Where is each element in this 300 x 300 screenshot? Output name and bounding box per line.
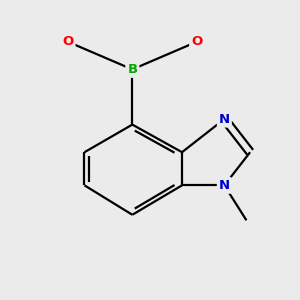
Text: B: B (127, 63, 137, 76)
Text: O: O (191, 35, 202, 48)
Text: O: O (62, 35, 74, 48)
Text: N: N (219, 112, 230, 126)
Text: N: N (219, 179, 230, 192)
